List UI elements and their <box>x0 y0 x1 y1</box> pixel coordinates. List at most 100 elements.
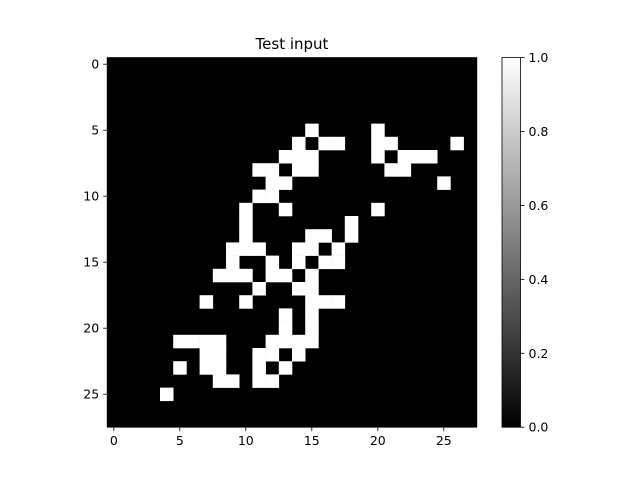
heatmap-cell <box>292 255 306 270</box>
y-tick-label: 0 <box>91 57 99 72</box>
heatmap-cell <box>252 242 266 256</box>
heatmap-cell <box>252 348 266 362</box>
heatmap-cell <box>278 308 293 322</box>
colorbar-tick-label: 0.8 <box>529 124 549 139</box>
heatmap-cell <box>292 334 306 349</box>
heatmap-cell <box>292 136 306 151</box>
heatmap-cell <box>278 150 293 164</box>
x-tick-label: 10 <box>238 433 254 448</box>
heatmap-cell <box>199 334 214 349</box>
heatmap-cell <box>212 361 227 375</box>
heatmap-cell <box>212 334 227 349</box>
heatmap-cell <box>437 176 451 190</box>
heatmap-cell <box>173 334 187 349</box>
heatmap-cell <box>226 242 240 256</box>
chart-title: Test input <box>255 35 329 53</box>
heatmap-cell <box>278 176 293 190</box>
heatmap-cell <box>371 150 385 164</box>
colorbar: 0.0 0.2 0.4 0.6 0.8 1.0 <box>501 50 549 435</box>
y-tick-label: 25 <box>83 387 99 402</box>
heatmap-cell <box>305 268 319 283</box>
heatmap-cell <box>239 202 253 217</box>
heatmap-cell <box>305 123 319 138</box>
heatmap-cell <box>331 295 346 309</box>
heatmap-cell <box>199 361 214 375</box>
plot-area <box>106 57 478 428</box>
heatmap-cell <box>318 255 332 270</box>
heatmap-cell <box>424 150 438 164</box>
heatmap-cell <box>278 268 293 283</box>
heatmap-cell <box>371 123 385 138</box>
heatmap-cell <box>384 163 398 177</box>
heatmap-cell <box>226 268 240 283</box>
heatmap-cell <box>305 295 319 309</box>
heatmap-cell <box>331 255 346 270</box>
heatmap-cell <box>292 242 306 256</box>
heatmap-cell <box>173 361 187 375</box>
heatmap-cell <box>278 361 293 375</box>
heatmap-cell <box>252 189 266 204</box>
heatmap-cell <box>292 163 306 177</box>
heatmap-cell <box>265 255 280 270</box>
heatmap-cell <box>318 295 332 309</box>
heatmap-cell <box>239 216 253 230</box>
y-tick-label: 5 <box>91 123 99 138</box>
heatmap-cell <box>239 229 253 243</box>
colorbar-tick-label: 1.0 <box>529 50 549 65</box>
heatmap-cell <box>384 136 398 151</box>
heatmap-cell <box>265 374 280 388</box>
x-axis: 0 5 10 15 20 25 <box>110 427 452 448</box>
heatmap-cell <box>212 348 227 362</box>
heatmap-cell <box>305 163 319 177</box>
heatmap-cell <box>186 334 200 349</box>
heatmap-cell <box>305 321 319 336</box>
heatmap-cell <box>265 176 280 190</box>
heatmap-cell <box>278 202 293 217</box>
colorbar-frame <box>501 57 521 428</box>
heatmap-cell <box>318 136 332 151</box>
heatmap-cell <box>252 163 266 177</box>
heatmap-cell <box>265 268 280 283</box>
y-axis: 0 5 10 15 20 25 <box>83 57 108 402</box>
heatmap-cell <box>292 348 306 362</box>
heatmap-cell <box>331 242 346 256</box>
heatmap-cell <box>199 348 214 362</box>
x-tick-label: 0 <box>110 433 118 448</box>
heatmap-cell <box>305 150 319 164</box>
heatmap-cell <box>397 163 412 177</box>
heatmap-cell <box>371 202 385 217</box>
colorbar-gradient <box>502 57 521 428</box>
x-tick-label: 20 <box>370 433 386 448</box>
heatmap-cell <box>305 229 319 243</box>
heatmap-cell <box>265 163 280 177</box>
heatmap-cell <box>305 308 319 322</box>
heatmap-cell <box>318 229 332 243</box>
colorbar-tick-label: 0.4 <box>529 272 549 287</box>
colorbar-tick-label: 0.6 <box>529 198 549 213</box>
heatmap-cell <box>265 348 280 362</box>
heatmap-cell <box>305 334 319 349</box>
colorbar-tick-label: 0.2 <box>529 346 549 361</box>
heatmap-cell <box>252 282 266 296</box>
plot-frame <box>106 57 478 428</box>
heatmap-cell <box>278 334 293 349</box>
heatmap-cell <box>344 229 359 243</box>
y-tick-label: 15 <box>83 255 99 270</box>
x-tick-label: 5 <box>176 433 184 448</box>
heatmap-cell <box>226 374 240 388</box>
heatmap-cell <box>239 242 253 256</box>
y-tick-label: 20 <box>83 321 99 336</box>
heatmap-cell <box>212 268 227 283</box>
heatmap-cell <box>371 136 385 151</box>
heatmap-cell <box>199 295 214 309</box>
heatmap-cell <box>331 136 346 151</box>
heatmap-cell <box>410 150 425 164</box>
heatmap-cell <box>278 321 293 336</box>
heatmap-cell <box>450 136 464 151</box>
x-tick-label: 15 <box>304 433 320 448</box>
heatmap-cell <box>305 282 319 296</box>
heatmap-cell <box>292 282 306 296</box>
heatmap-cell <box>265 189 280 204</box>
heatmap-cell <box>397 150 412 164</box>
